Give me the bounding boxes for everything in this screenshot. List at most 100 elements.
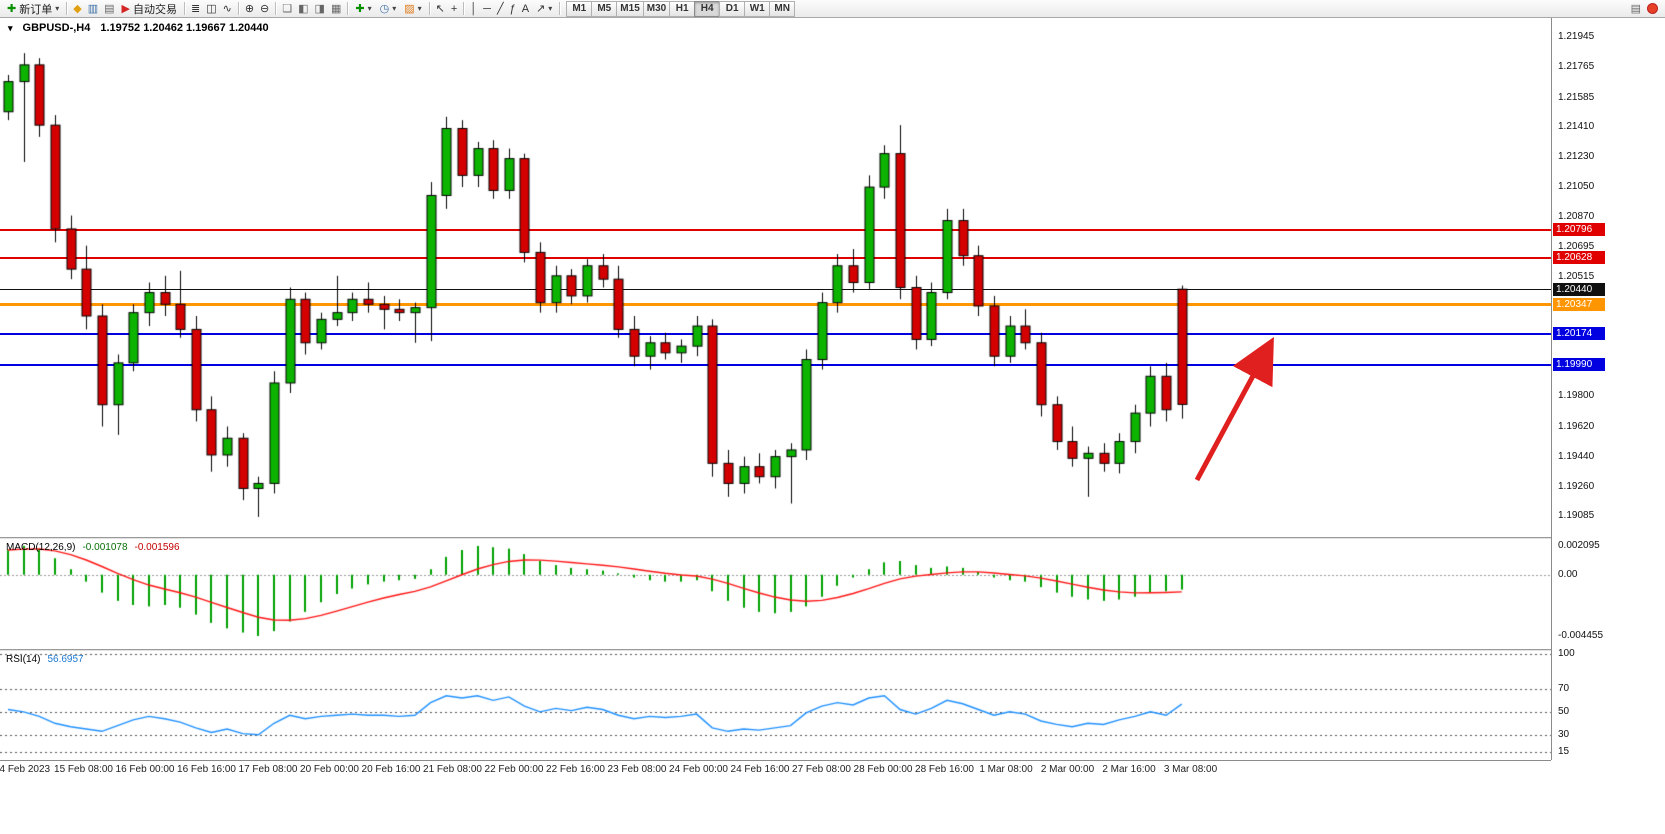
tile-windows-button[interactable]: ▦ — [328, 1, 344, 17]
vertical-line-tool-button[interactable]: │ — [467, 1, 480, 17]
cascade-windows-icon: ❏ — [282, 2, 293, 15]
price-axis-label: 1.20870 — [1558, 211, 1595, 223]
timeframe-button-m1[interactable]: M1 — [566, 0, 593, 17]
timeframe-button-w1[interactable]: W1 — [744, 0, 771, 17]
arrows-icon: ↗ — [536, 2, 546, 15]
time-axis-label: 20 Feb 00:00 — [300, 764, 359, 775]
price-axis-label: 1.21945 — [1558, 31, 1595, 43]
timeframe-button-m30[interactable]: M30 — [642, 0, 671, 17]
tile-windows-icon: ▦ — [330, 2, 342, 15]
price-axis-label: 1.21230 — [1558, 150, 1595, 162]
rsi-value: 56.6957 — [47, 654, 84, 665]
chart-symbol-label: GBPUSD-,H4 — [22, 22, 91, 34]
timeframe-button-d1[interactable]: D1 — [719, 0, 746, 17]
chevron-down-icon: ▾ — [367, 4, 372, 13]
panel-splitter[interactable] — [0, 649, 1665, 651]
market-watch-button[interactable]: ▥ — [85, 1, 101, 17]
price-axis-label: 1.21410 — [1558, 120, 1595, 132]
rsi-plot[interactable] — [0, 651, 1551, 760]
autotrading-button[interactable]: ▶ 自动交易 — [118, 1, 181, 17]
toolbar-separator — [428, 2, 430, 15]
autotrading-label: 自动交易 — [132, 3, 177, 16]
time-axis-label: 20 Feb 16:00 — [361, 764, 421, 775]
fibonacci-tool-button[interactable]: ƒ — [507, 1, 519, 17]
price-axis-label: 1.21765 — [1558, 61, 1595, 73]
rsi-axis-label: 70 — [1558, 682, 1570, 694]
price-axis-label: 1.21050 — [1558, 181, 1595, 193]
toolbar-separator — [463, 2, 465, 15]
crosshair-tool-button[interactable]: + — [448, 1, 460, 17]
time-axis-label: 16 Feb 00:00 — [115, 764, 175, 775]
navigator-button[interactable]: ▤ — [101, 1, 117, 17]
timeframe-button-m5[interactable]: M5 — [591, 0, 618, 17]
text-tool-button[interactable]: A — [519, 1, 532, 17]
price-axis-label: 1.19800 — [1558, 390, 1595, 402]
time-axis-label: 3 Mar 08:00 — [1163, 764, 1218, 775]
time-axis-label: 16 Feb 16:00 — [177, 764, 236, 775]
one-click-trading-icon[interactable]: ▾ — [8, 22, 13, 33]
trendline-tool-button[interactable]: ╱ — [494, 1, 507, 17]
price-axis-label: 1.20695 — [1558, 240, 1595, 252]
time-axis-label: 28 Feb 16:00 — [915, 764, 974, 775]
chevron-down-icon: ▾ — [548, 4, 553, 13]
macd-panel[interactable]: MACD(12,26,9) -0.001078 -0.001596 — [0, 539, 1551, 649]
alerts-icon[interactable]: ▤ — [1630, 2, 1641, 15]
templates-button[interactable]: ▨ ▾ — [400, 1, 425, 17]
cascade-windows-button[interactable]: ❏ — [279, 1, 295, 17]
notification-icon[interactable] — [1647, 3, 1658, 14]
macd-label: MACD(12,26,9) — [6, 542, 76, 553]
time-axis-label: 15 Feb 08:00 — [54, 764, 113, 775]
candlestick-plot[interactable] — [0, 18, 1551, 537]
rsi-label: RSI(14) — [6, 654, 41, 665]
price-tag-1.20440: 1.20440 — [1553, 282, 1605, 296]
price-axis-label: 1.19620 — [1558, 420, 1595, 432]
timeframe-button-h4[interactable]: H4 — [694, 0, 721, 17]
new-order-icon: ✚ — [7, 2, 17, 15]
time-axis-label: 22 Feb 16:00 — [546, 764, 605, 775]
toolbar-separator — [347, 2, 349, 15]
line-chart-button[interactable]: ∿ — [220, 1, 235, 17]
tile-horizontal-icon: ◧ — [298, 2, 309, 15]
rsi-header: RSI(14) 56.6957 — [6, 654, 84, 665]
price-tag-1.20628: 1.20628 — [1553, 251, 1605, 265]
rsi-panel[interactable]: RSI(14) 56.6957 — [0, 651, 1551, 760]
timeframe-button-m15[interactable]: M15 — [616, 0, 644, 17]
tile-vertical-icon: ◨ — [314, 2, 325, 15]
tile-vertical-button[interactable]: ◨ — [312, 1, 328, 17]
candlestick-button[interactable]: ◫ — [203, 1, 219, 17]
profiles-button[interactable]: ◆ — [70, 1, 84, 17]
horizontal-line-tool-button[interactable]: ─ — [480, 1, 494, 17]
main-chart-area[interactable]: ▾ GBPUSD-,H4 1.19752 1.20462 1.19667 1.2… — [0, 18, 1551, 537]
time-axis-label: 23 Feb 08:00 — [607, 764, 667, 775]
macd-plot[interactable] — [0, 539, 1551, 649]
macd-axis-label: 0.00 — [1558, 568, 1578, 580]
chevron-down-icon: ▾ — [392, 4, 397, 13]
autotrading-icon: ▶ — [121, 2, 130, 15]
tile-horizontal-button[interactable]: ◧ — [295, 1, 311, 17]
bar-chart-icon: ≣ — [190, 2, 201, 15]
macd-header: MACD(12,26,9) -0.001078 -0.001596 — [6, 542, 180, 553]
periods-button[interactable]: ◷ ▾ — [376, 1, 401, 17]
toolbar-separator — [237, 2, 239, 15]
panel-splitter[interactable] — [0, 537, 1665, 539]
new-order-button[interactable]: ✚ 新订单 ▾ — [3, 1, 63, 17]
zoom-out-button[interactable]: ⊖ — [257, 1, 272, 17]
cursor-tool-button[interactable]: ↖ — [433, 1, 448, 17]
zoom-in-button[interactable]: ⊕ — [242, 1, 257, 17]
chart-ohlc-values: 1.19752 1.20462 1.19667 1.20440 — [100, 22, 269, 34]
indicators-button[interactable]: ✚ ▾ — [351, 1, 375, 17]
price-tag-1.19990: 1.19990 — [1553, 358, 1605, 372]
time-axis-label: 28 Feb 00:00 — [853, 764, 913, 775]
timeframe-button-mn[interactable]: MN — [769, 0, 796, 17]
market-watch-icon: ▥ — [87, 2, 99, 15]
price-axis-label: 1.19085 — [1558, 510, 1595, 522]
bar-chart-button[interactable]: ≣ — [188, 1, 203, 17]
time-axis-label: 2 Mar 16:00 — [1102, 764, 1156, 775]
price-tag-1.20174: 1.20174 — [1553, 327, 1605, 341]
chevron-down-icon: ▾ — [55, 4, 60, 13]
cursor-icon: ↖ — [435, 2, 445, 15]
arrows-tool-button[interactable]: ↗ ▾ — [532, 1, 556, 17]
timeframe-button-h1[interactable]: H1 — [669, 0, 696, 17]
price-axis[interactable]: 1.20796 1.20628 1.20440 1.20347 1.20174 1.199… — [1551, 18, 1665, 760]
